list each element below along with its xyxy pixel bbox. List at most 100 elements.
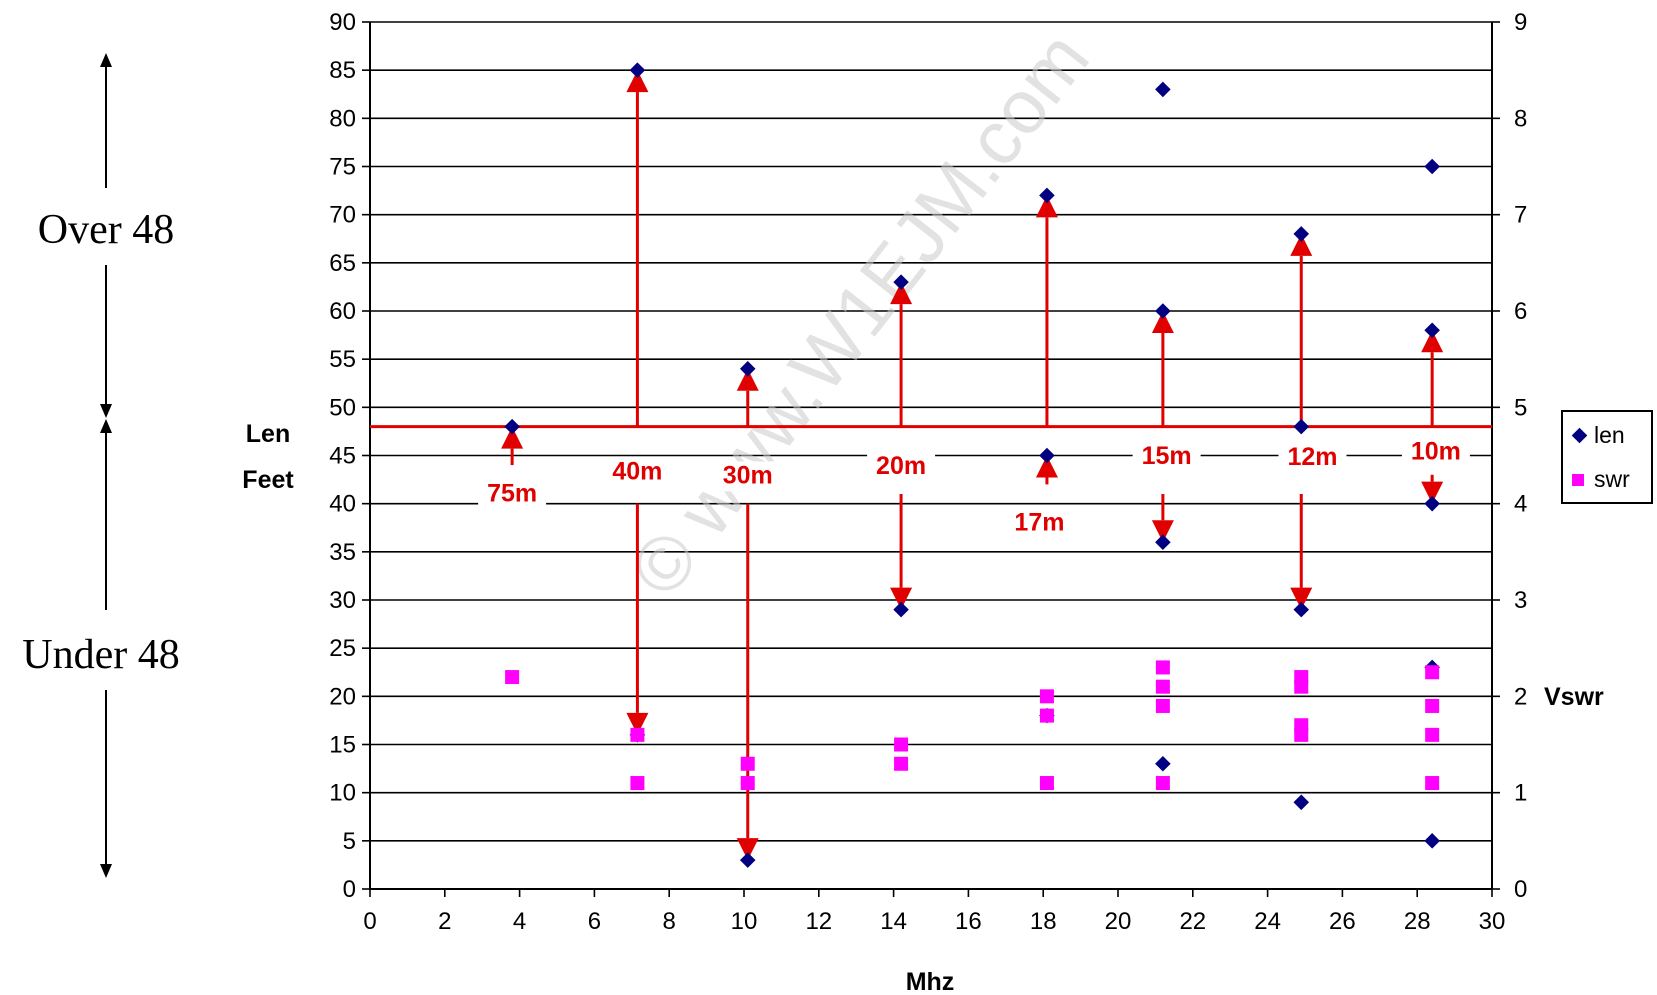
band-label-bg [867, 451, 936, 482]
band-arrow-head [1421, 481, 1444, 504]
x-tick-label: 0 [363, 908, 376, 935]
band-arrow-head [1290, 233, 1313, 256]
band-arrow-head [736, 368, 759, 391]
swr-point [1425, 665, 1440, 680]
swr-point [505, 670, 520, 685]
band-label-20m: 20m [876, 452, 926, 480]
band-label-40m: 40m [612, 458, 662, 486]
swr-point [1425, 727, 1440, 742]
x-tick-label: 4 [513, 908, 526, 935]
y-tick-label: 30 [329, 587, 356, 614]
over-arrow-up-head [100, 53, 112, 67]
y-tick-label: 75 [329, 154, 356, 181]
len-point [629, 62, 646, 78]
band-label-bg [713, 461, 782, 492]
swr-point [1155, 679, 1170, 694]
y2-tick-label: 3 [1514, 587, 1527, 614]
y-tick-label: 15 [329, 732, 356, 759]
swr-point [1294, 679, 1309, 694]
y-axis-title-line1: Len [246, 420, 290, 448]
len-point [1293, 601, 1310, 618]
y-tick-label: 0 [343, 876, 356, 903]
band-arrow-head [501, 426, 524, 449]
len-point [1039, 187, 1055, 204]
x-axis-title: Mhz [906, 968, 955, 995]
legend-len-marker [1571, 427, 1588, 444]
x-tick-label: 2 [438, 908, 451, 935]
legend-swr-marker [1572, 474, 1584, 486]
y-tick-label: 70 [329, 202, 356, 229]
band-arrow-head [1290, 587, 1313, 610]
x-tick-label: 28 [1404, 908, 1431, 935]
len-point [1155, 534, 1171, 550]
len-point [504, 418, 520, 435]
x-tick-label: 30 [1479, 908, 1506, 935]
y2-tick-label: 7 [1514, 202, 1527, 229]
y-tick-label: 35 [329, 539, 356, 566]
y2-tick-label: 4 [1514, 491, 1527, 518]
y-tick-label: 10 [329, 780, 356, 807]
y2-tick-label: 5 [1514, 394, 1527, 421]
x-tick-label: 22 [1179, 908, 1206, 935]
band-label-15m: 15m [1142, 442, 1192, 470]
len-point [1039, 447, 1055, 464]
band-label-bg [603, 457, 672, 488]
under-48-label: Under 48 [22, 632, 179, 678]
swr-point [630, 727, 645, 742]
x-tick-label: 20 [1105, 908, 1132, 935]
under-arrow-up-head [100, 419, 112, 433]
grid-lines [370, 21, 1492, 890]
y-tick-label: 25 [329, 635, 356, 662]
band-label-30m: 30m [723, 461, 773, 489]
y-tick-label: 55 [329, 346, 356, 373]
swr-point [740, 756, 755, 771]
len-point [739, 852, 756, 868]
swr-point [894, 737, 909, 752]
axes [362, 21, 1500, 897]
band-arrow-head [626, 712, 649, 735]
y-axis-title-line2: Feet [242, 466, 294, 494]
swr-point [1155, 660, 1170, 675]
y2-tick-label: 0 [1514, 876, 1527, 903]
data-points [504, 62, 1440, 868]
band-arrow-head [1421, 330, 1444, 353]
len-point [1424, 495, 1440, 512]
y-tick-label: 65 [329, 250, 356, 277]
swr-point [1039, 708, 1054, 723]
band-arrow-head [890, 282, 913, 305]
tick-labels: 0510152025303540455055606570758085900123… [329, 9, 1527, 935]
y-tick-label: 45 [329, 443, 356, 470]
x-tick-label: 12 [805, 908, 832, 935]
y-tick-label: 85 [329, 57, 356, 84]
band-label-bg [1005, 508, 1074, 539]
band-arrow-head [1151, 311, 1174, 333]
over-arrow-down-head [100, 404, 112, 418]
legend-box [1561, 410, 1653, 504]
band-label-10m: 10m [1411, 437, 1461, 465]
band-arrow-head [1035, 195, 1058, 218]
len-point [1155, 303, 1171, 319]
y2-tick-label: 2 [1514, 683, 1527, 710]
band-arrow-head [626, 70, 649, 93]
band-arrow-head [890, 587, 913, 610]
x-tick-label: 18 [1030, 908, 1057, 935]
y-tick-label: 90 [329, 9, 356, 36]
swr-point [894, 756, 909, 771]
x-tick-label: 6 [588, 908, 601, 935]
legend: len swr [1561, 410, 1653, 504]
band-label-75m: 75m [487, 480, 537, 508]
band-arrows [501, 70, 1444, 861]
side-range-arrows [100, 53, 112, 878]
band-labels: 75m 40m 30m 20m 17m 15m 12m 10m [478, 437, 1470, 539]
x-tick-label: 8 [663, 908, 676, 935]
swr-point [1155, 776, 1170, 791]
x-tick-label: 26 [1329, 908, 1356, 935]
x-tick-label: 16 [955, 908, 982, 935]
y2-axis-title: Vswr [1544, 683, 1604, 711]
swr-point [1039, 776, 1054, 791]
y-tick-label: 20 [329, 683, 356, 710]
y2-tick-label: 1 [1514, 780, 1527, 807]
band-label-bg [478, 479, 547, 510]
band-label-17m: 17m [1014, 509, 1064, 537]
